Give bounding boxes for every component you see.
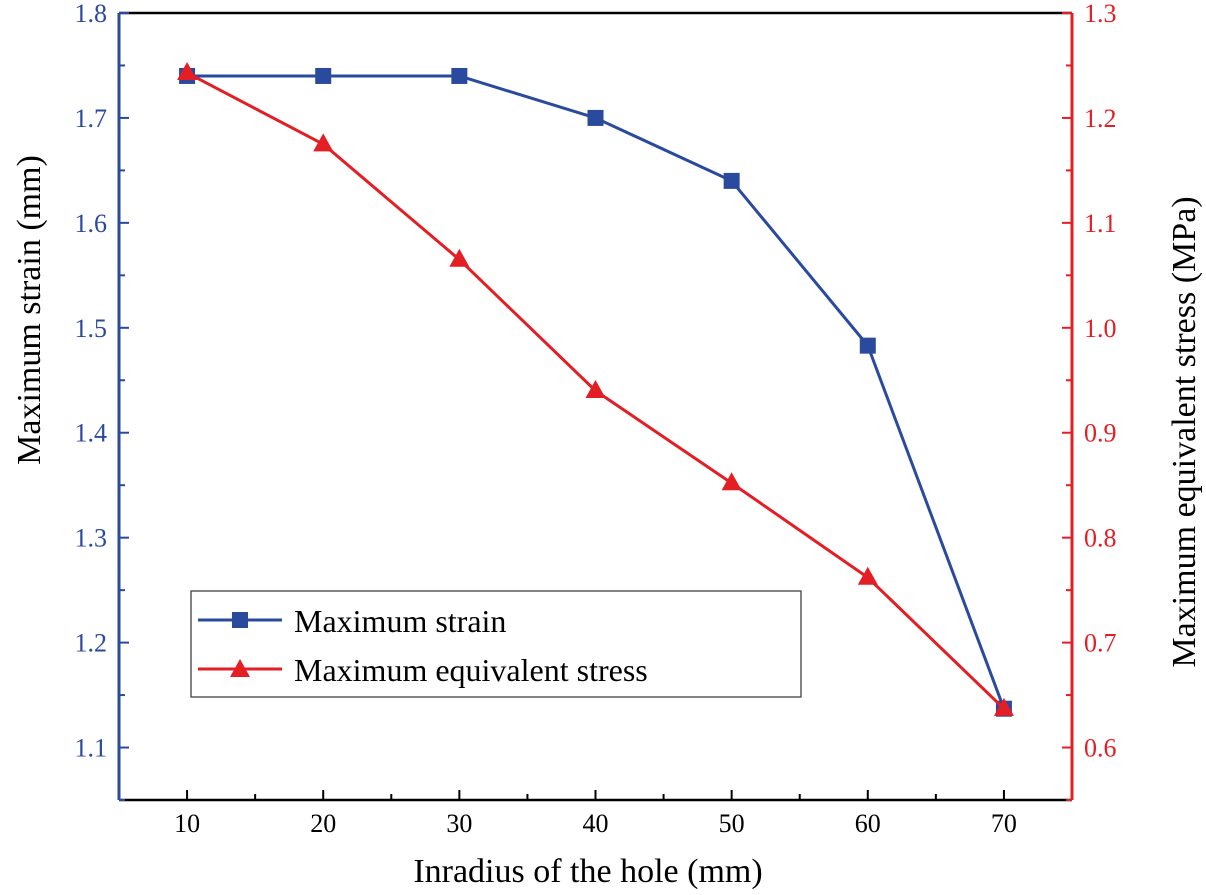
right-y-axis-title: Maximum equivalent stress (MPa) [1166, 196, 1203, 667]
data-point-strain [587, 109, 604, 126]
legend-label-strain: Maximum strain [294, 603, 506, 639]
x-tick-label: 10 [174, 809, 200, 838]
data-point-strain [723, 172, 740, 189]
right-tick-label: 0.6 [1084, 734, 1117, 763]
left-tick-label: 1.3 [75, 524, 108, 553]
data-point-stress [313, 133, 334, 152]
left-tick-label: 1.6 [75, 209, 108, 238]
data-point-stress [857, 566, 878, 585]
series-layer [177, 62, 1014, 717]
left-tick-label: 1.7 [75, 104, 108, 133]
data-point-strain [859, 337, 876, 354]
legend-box [190, 590, 802, 698]
legend-triangle-marker [230, 659, 250, 677]
legend-entry-stress: Maximum equivalent stress [198, 652, 648, 688]
x-tick-label: 40 [583, 809, 609, 838]
data-point-stress [449, 248, 470, 267]
data-point-stress [993, 697, 1014, 716]
data-point-stress [585, 379, 606, 398]
left-tick-label: 1.8 [75, 0, 108, 28]
right-tick-label: 0.8 [1084, 524, 1117, 553]
legend-entry-strain: Maximum strain [198, 603, 506, 639]
right-tick-label: 1.1 [1084, 209, 1117, 238]
left-tick-label: 1.2 [75, 629, 108, 658]
right-tick-label: 1.2 [1084, 104, 1117, 133]
right-tick-label: 0.7 [1084, 629, 1117, 658]
data-point-strain [315, 67, 332, 84]
right-tick-label: 1.3 [1084, 0, 1117, 28]
legend-square-marker [232, 612, 248, 628]
left-tick-label: 1.5 [75, 314, 108, 343]
x-axis-title: Inradius of the hole (mm) [413, 853, 762, 890]
legend: Maximum strain Maximum equivalent stress [190, 590, 802, 698]
x-tick-label: 70 [991, 809, 1017, 838]
left-tick-label: 1.1 [75, 734, 108, 763]
data-point-stress [177, 62, 198, 81]
x-tick-label: 30 [446, 809, 472, 838]
x-tick-label: 20 [310, 809, 336, 838]
data-point-strain [451, 67, 468, 84]
axes-layer: 10 20 30 40 50 60 70 1.1 1.2 1.3 1.4 1.5 1.6 1.7 1.8 0.… [75, 0, 1117, 838]
x-tick-label: 50 [719, 809, 745, 838]
left-tick-label: 1.4 [75, 419, 108, 448]
data-point-stress [721, 472, 742, 491]
x-tick-label: 60 [855, 809, 881, 838]
right-tick-label: 1.0 [1084, 314, 1117, 343]
left-y-axis-title: Maximum strain (mm) [11, 155, 48, 465]
right-tick-label: 0.9 [1084, 419, 1117, 448]
legend-label-stress: Maximum equivalent stress [294, 652, 648, 688]
